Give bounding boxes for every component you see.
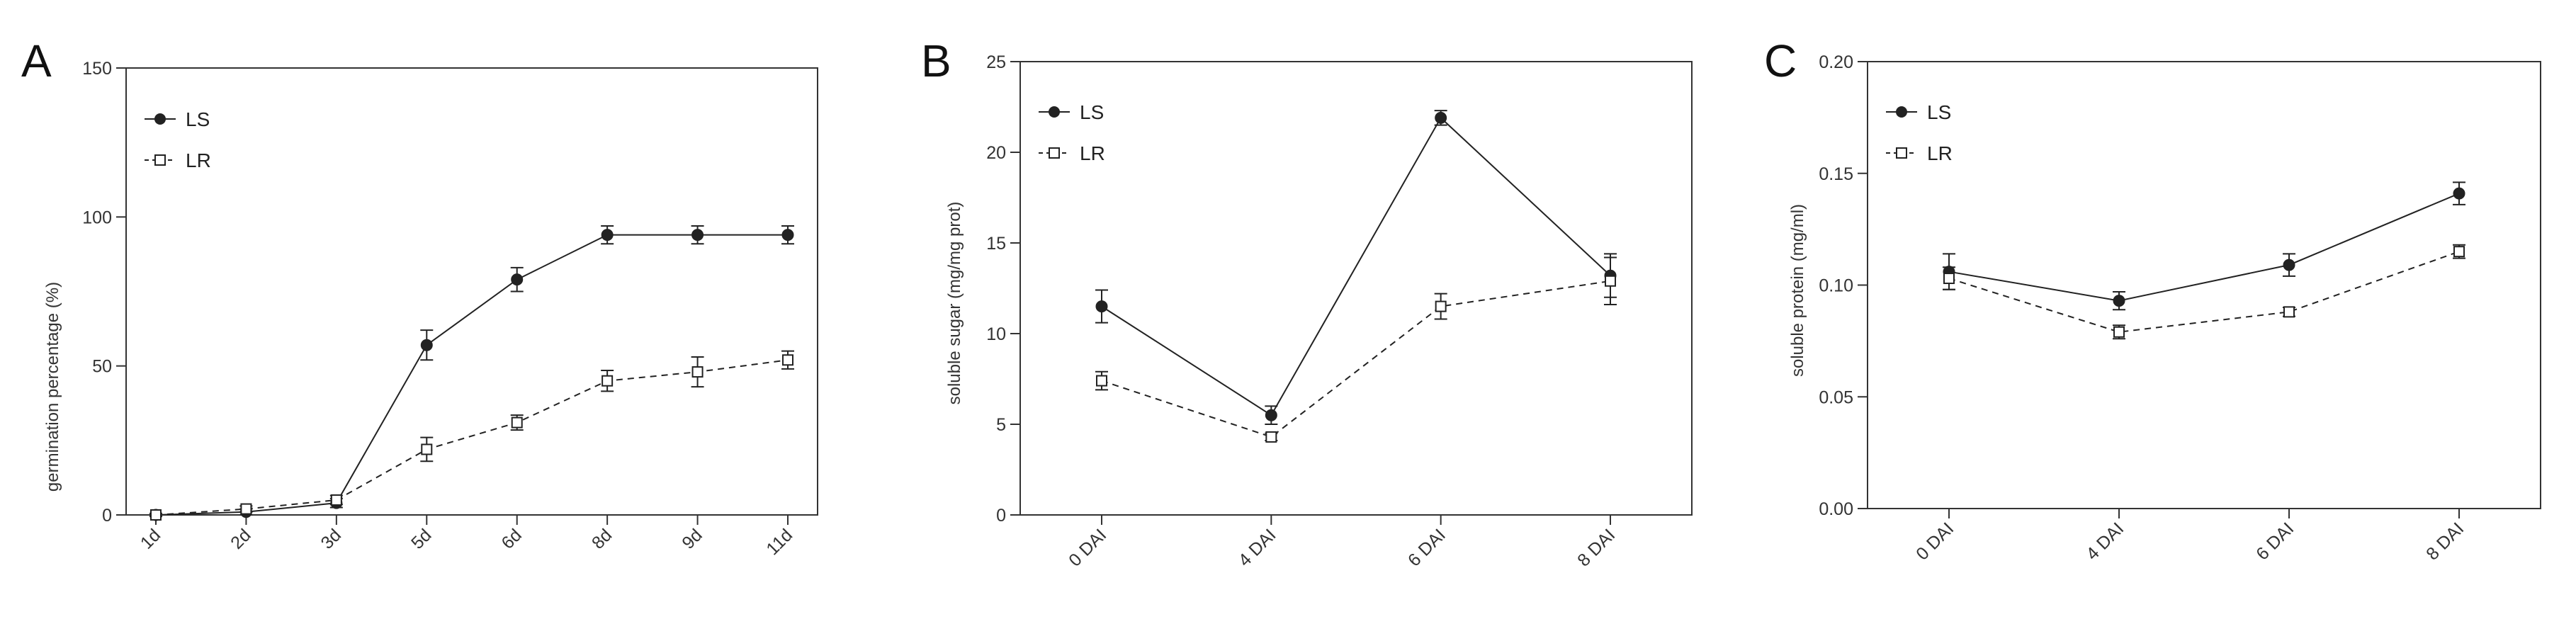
legend-marker-lr-c bbox=[1896, 147, 1907, 159]
y-tick-label-b: 0 bbox=[996, 506, 1006, 526]
legend-label-ls-b: LS bbox=[1080, 101, 1104, 123]
data-point-lr-a bbox=[511, 416, 523, 429]
legend-label-ls-a: LS bbox=[186, 108, 210, 130]
legend-label-lr-b: LR bbox=[1080, 142, 1105, 164]
series-line-ls-a bbox=[155, 234, 788, 516]
y-tick-label-c: 0.00 bbox=[1819, 499, 1853, 519]
data-point-ls-c bbox=[2453, 187, 2465, 200]
legend-marker-lr-a bbox=[154, 154, 166, 166]
y-tick-label-c: 0.15 bbox=[1819, 164, 1853, 184]
panel-letter-b: B bbox=[921, 35, 951, 86]
data-point-lr-a bbox=[601, 375, 614, 387]
y-axis-label-c: soluble protein (mg/ml) bbox=[1788, 204, 1807, 377]
series-line-lr-b bbox=[1101, 280, 1611, 438]
data-point-ls-a bbox=[691, 229, 704, 242]
legend-marker-lr-b bbox=[1049, 147, 1060, 159]
plot-frame-a bbox=[125, 67, 818, 516]
data-point-lr-a bbox=[330, 494, 342, 506]
data-point-ls-a bbox=[420, 339, 433, 351]
data-point-lr-c bbox=[2453, 246, 2465, 258]
data-point-ls-b bbox=[1435, 111, 1447, 124]
data-point-lr-b bbox=[1265, 431, 1277, 443]
data-point-lr-a bbox=[691, 366, 704, 378]
data-point-lr-a bbox=[150, 509, 162, 521]
data-point-lr-a bbox=[782, 354, 793, 366]
data-point-ls-a bbox=[511, 273, 524, 286]
data-point-lr-b bbox=[1605, 275, 1616, 287]
series-line-ls-c bbox=[1948, 193, 2460, 302]
series-line-ls-b bbox=[1101, 116, 1611, 416]
series-line-lr-c bbox=[1948, 251, 2460, 333]
y-tick-label-b: 20 bbox=[986, 143, 1006, 163]
y-tick-label-c: 0.20 bbox=[1819, 52, 1853, 72]
data-point-ls-c bbox=[2283, 259, 2295, 271]
data-point-ls-b bbox=[1265, 409, 1277, 421]
plot-frame-b bbox=[1019, 61, 1693, 516]
data-point-lr-a bbox=[421, 443, 433, 455]
y-tick-label-c: 0.10 bbox=[1819, 276, 1853, 296]
data-point-lr-c bbox=[2113, 326, 2125, 338]
panel-letter-c: C bbox=[1764, 35, 1797, 86]
data-point-ls-a bbox=[601, 229, 614, 242]
y-tick-label-a: 150 bbox=[82, 59, 112, 79]
legend-marker-ls-a bbox=[154, 113, 166, 125]
y-tick-label-b: 25 bbox=[986, 52, 1006, 72]
legend-label-ls-c: LS bbox=[1927, 101, 1951, 123]
y-tick-label-c: 0.05 bbox=[1819, 387, 1853, 407]
panel-letter-a: A bbox=[21, 35, 52, 86]
data-point-lr-c bbox=[1943, 273, 1955, 285]
data-point-ls-b bbox=[1095, 300, 1108, 313]
y-tick-label-a: 100 bbox=[82, 208, 112, 227]
data-point-lr-b bbox=[1435, 300, 1447, 312]
legend-label-lr-c: LR bbox=[1927, 142, 1953, 164]
data-point-lr-a bbox=[240, 503, 252, 515]
y-axis-label-a: germination percentage (%) bbox=[43, 282, 62, 492]
y-tick-label-a: 50 bbox=[92, 357, 112, 377]
series-line-lr-a bbox=[155, 359, 789, 516]
data-point-lr-b bbox=[1096, 375, 1107, 387]
data-point-lr-c bbox=[2283, 306, 2295, 318]
y-tick-label-b: 15 bbox=[986, 234, 1006, 254]
y-tick-label-b: 10 bbox=[986, 324, 1006, 344]
data-point-ls-a bbox=[781, 229, 794, 242]
y-tick-label-b: 5 bbox=[996, 415, 1006, 435]
legend-label-lr-a: LR bbox=[186, 149, 211, 171]
y-axis-label-b: soluble sugar (mg/mg prot) bbox=[945, 202, 964, 405]
legend-marker-ls-b bbox=[1049, 106, 1060, 118]
y-tick-label-a: 0 bbox=[102, 506, 112, 526]
data-point-ls-c bbox=[2113, 295, 2125, 307]
legend-marker-ls-c bbox=[1896, 106, 1907, 118]
